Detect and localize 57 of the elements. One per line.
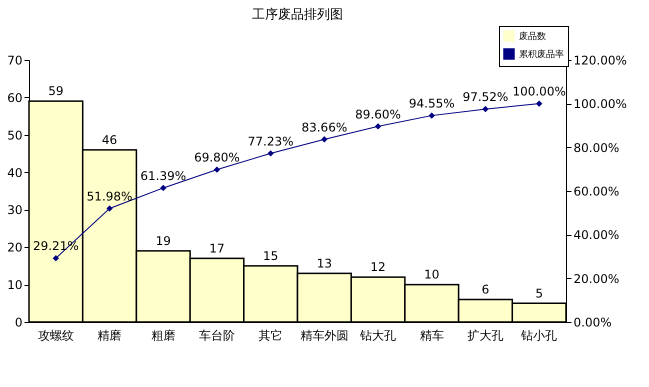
- x-tick-label: 攻螺纹: [38, 328, 74, 342]
- x-tick-label: 精车: [420, 328, 444, 342]
- point: [160, 184, 166, 192]
- chart-title: 工序废品排列图: [252, 6, 343, 22]
- y-tick-label: 70: [7, 54, 22, 68]
- y-tick-label: 0: [14, 316, 22, 330]
- x-tick-label: 钻小孔: [520, 328, 558, 342]
- point: [52, 255, 60, 262]
- x-tick-label: 精磨: [98, 328, 122, 342]
- data-label: 17: [209, 241, 225, 256]
- legend-label: 废品数: [519, 31, 546, 42]
- data-label: 51.98%: [86, 190, 132, 204]
- y-tick-label: 50: [7, 128, 22, 142]
- x-tick-label: 精车外圆: [300, 328, 348, 342]
- x-tick-label: 扩大孔: [467, 328, 504, 342]
- y-tick-label: 10: [7, 278, 22, 292]
- x-tick-label: 粗磨: [151, 328, 176, 342]
- y2-tick-label: 100.00%: [574, 97, 627, 112]
- data-label: 77.23%: [248, 134, 294, 148]
- point: [214, 166, 220, 173]
- x-tick-label: 其它: [258, 328, 283, 342]
- data-label: 83.66%: [301, 120, 348, 134]
- y2-tick-label: 20.00%: [574, 272, 620, 286]
- data-label: 89.60%: [355, 107, 401, 122]
- data-label: 94.55%: [408, 96, 455, 111]
- y2-tick-label: 40.00%: [574, 228, 620, 242]
- point: [428, 112, 435, 119]
- data-label: 12: [370, 260, 386, 274]
- data-label: 59: [48, 84, 64, 98]
- point: [374, 123, 382, 130]
- data-label: 69.80%: [194, 150, 240, 165]
- x-tick-label: 钻大孔: [359, 328, 396, 342]
- data-label: 100.00%: [512, 84, 566, 99]
- point: [536, 100, 542, 107]
- data-label: 19: [156, 234, 171, 248]
- y-tick-label: 30: [7, 203, 22, 218]
- y-tick-label: 40: [7, 166, 22, 180]
- data-label: 61.39%: [140, 168, 186, 183]
- y2-tick-label: 80.00%: [574, 140, 620, 155]
- point: [267, 150, 274, 157]
- data-label: 6: [482, 282, 490, 297]
- y2-tick-label: 60.00%: [574, 184, 620, 198]
- y-tick-label: 20: [7, 240, 22, 255]
- point: [482, 106, 489, 112]
- y2-tick-label: 120.00%: [574, 54, 627, 68]
- y2-tick-label: 0.00%: [574, 316, 612, 330]
- data-label: 15: [263, 248, 278, 263]
- legend-label: 累积废品率: [519, 49, 564, 60]
- y-tick-label: 60: [7, 90, 22, 105]
- data-label: 46: [102, 132, 118, 147]
- data-label: 10: [424, 268, 440, 282]
- data-label: 13: [316, 256, 332, 270]
- x-tick-label: 车台阶: [198, 328, 235, 342]
- point: [321, 136, 328, 143]
- data-label: 97.52%: [462, 90, 508, 104]
- data-label: 5: [535, 286, 543, 300]
- point: [106, 205, 113, 212]
